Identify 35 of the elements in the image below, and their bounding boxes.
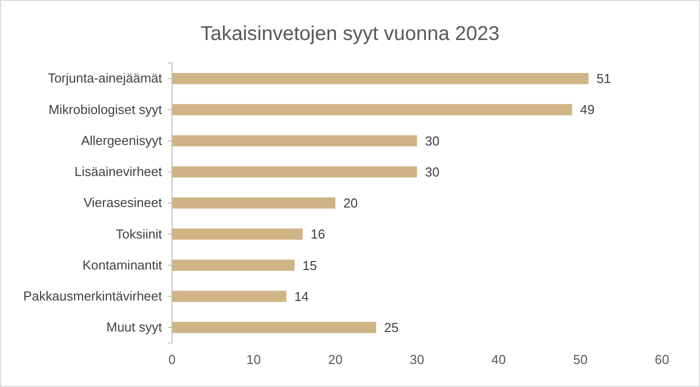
bar (172, 260, 294, 271)
y-tick-label: Muut syyt (106, 320, 162, 335)
bar (172, 322, 376, 334)
data-label: 51 (596, 71, 611, 86)
x-tick-label: 0 (168, 352, 176, 368)
bar (172, 228, 303, 240)
x-tick-label: 40 (491, 352, 506, 368)
data-label: 20 (343, 196, 358, 211)
data-label: 30 (425, 164, 440, 180)
y-tick-label: Allergeenisyyt (81, 132, 162, 148)
data-label: 14 (294, 288, 309, 304)
x-tick-label: 30 (410, 352, 424, 368)
bar (172, 135, 417, 146)
y-tick-label: Toksiinit (116, 226, 162, 242)
data-label: 49 (580, 102, 595, 118)
bar (172, 72, 588, 84)
data-label: 25 (384, 320, 399, 335)
bar (172, 197, 336, 209)
data-label: 30 (425, 133, 440, 148)
bar (172, 290, 286, 302)
x-tick-label: 60 (654, 352, 670, 368)
y-tick-label: Lisäainevirheet (74, 164, 162, 180)
y-tick-label: Torjunta-ainejäämät (48, 70, 162, 86)
y-tick-label: Mikrobiologiset syyt (48, 102, 162, 117)
x-tick-label: 20 (328, 352, 343, 368)
x-tick-label: 10 (246, 352, 261, 368)
bar (172, 104, 572, 116)
y-tick-label: Vierasesineet (83, 195, 162, 210)
y-tick-label: Pakkausmerkintävirheet (23, 288, 162, 304)
chart-title: Takaisinvetojen syyt vuonna 2023 (200, 23, 500, 45)
y-tick-label: Kontaminantit (82, 257, 162, 272)
data-label: 16 (310, 226, 326, 242)
bar (172, 166, 417, 178)
x-tick-label: 50 (573, 352, 588, 368)
data-label: 15 (302, 258, 317, 273)
